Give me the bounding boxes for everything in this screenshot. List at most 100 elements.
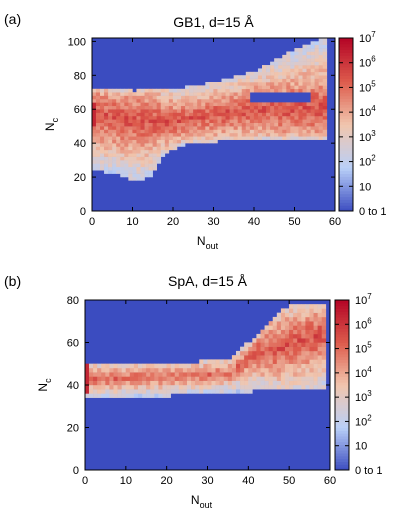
heatmap-cell	[249, 88, 255, 93]
heatmap-cell	[245, 136, 251, 140]
heatmap-cell	[181, 122, 186, 127]
heatmap-cell	[88, 376, 94, 381]
heatmap-cell	[186, 367, 192, 373]
heatmap-cell	[215, 389, 220, 394]
heatmap-cell	[233, 119, 238, 124]
heatmap-cell	[203, 380, 208, 386]
heatmap-cell	[140, 119, 145, 124]
heatmap-cell	[88, 363, 94, 369]
heatmap-cell	[91, 109, 97, 113]
colorbar-tick-base: 10	[359, 58, 371, 70]
heatmap-cell	[100, 119, 105, 124]
heatmap-cell	[197, 126, 202, 130]
heatmap-cell	[140, 163, 145, 168]
heatmap-cell	[297, 333, 302, 339]
heatmap-cell	[185, 105, 190, 110]
heatmap-cell	[294, 105, 299, 110]
heatmap-cell	[97, 389, 102, 394]
heatmap-cell	[249, 81, 255, 86]
heatmap-cell	[101, 380, 106, 386]
heatmap-cell	[104, 146, 109, 151]
heatmap-cell	[305, 338, 310, 343]
heatmap-cell	[105, 363, 110, 369]
heatmap-cell	[91, 156, 97, 161]
colorbar-segment	[335, 421, 349, 426]
heatmap-cell	[276, 338, 282, 343]
heatmap-cell	[268, 376, 274, 381]
heatmap-cell	[121, 376, 127, 381]
heatmap-cell	[100, 143, 105, 147]
heatmap-cell	[221, 119, 226, 124]
heatmap-cell	[266, 75, 271, 79]
heatmap-cell	[241, 88, 247, 93]
heatmap-cell	[318, 44, 324, 49]
heatmap-cell	[237, 92, 243, 96]
heatmap-cell	[189, 136, 194, 140]
heatmap-cell	[245, 122, 251, 127]
heatmap-cell	[95, 149, 101, 154]
heatmap-cell	[231, 389, 237, 394]
heatmap-cell	[133, 393, 139, 398]
heatmap-cell	[93, 389, 98, 394]
heatmap-cell	[136, 143, 141, 147]
heatmap-cell	[211, 363, 216, 369]
heatmap-cell	[95, 119, 101, 124]
heatmap-cell	[152, 105, 157, 110]
heatmap-cell	[272, 342, 278, 347]
heatmap-cell	[240, 384, 245, 390]
heatmap-cell	[321, 367, 327, 373]
heatmap-cell	[116, 88, 121, 93]
heatmap-cell	[301, 329, 306, 335]
heatmap-cell	[293, 321, 298, 326]
heatmap-cell	[227, 363, 233, 369]
heatmap-cell	[128, 88, 133, 93]
heatmap-cell	[286, 51, 291, 56]
heatmap-cell	[136, 139, 141, 144]
heatmap-cell	[201, 126, 206, 130]
heatmap-cell	[116, 166, 121, 171]
heatmap-cell	[201, 95, 206, 100]
colorbar-tick-exp: 6	[367, 316, 372, 325]
heatmap-cell	[264, 372, 269, 377]
heatmap-cell	[310, 54, 315, 59]
heatmap-cell	[199, 380, 204, 386]
heatmap-cell	[282, 71, 287, 76]
heatmap-cell	[278, 58, 283, 62]
heatmap-cell	[305, 308, 310, 313]
heatmap-cell	[298, 75, 303, 79]
heatmap-cell	[270, 68, 275, 73]
heatmap-cell	[256, 363, 261, 369]
heatmap-cell	[195, 367, 200, 373]
heatmap-cell	[268, 333, 274, 339]
colorbar-tick-label: 103	[359, 129, 376, 144]
heatmap-cell	[201, 88, 206, 93]
heatmap-cell	[168, 129, 174, 134]
colorbar-segment	[335, 441, 349, 445]
heatmap-cell	[104, 129, 109, 134]
heatmap-cell	[160, 95, 166, 100]
y-tick-label: 0	[73, 465, 79, 477]
heatmap-cell	[293, 372, 298, 377]
heatmap-cell	[197, 122, 202, 127]
heatmap-cell	[302, 61, 307, 66]
heatmap-cell	[84, 389, 90, 394]
x-tick-label: 60	[324, 475, 336, 487]
heatmap-cell	[168, 88, 174, 93]
heatmap-cell	[211, 367, 216, 373]
colorbar-segment	[339, 133, 353, 137]
heatmap-cell	[282, 78, 287, 83]
heatmap-cell	[152, 132, 157, 137]
heatmap-cell	[209, 115, 214, 120]
heatmap-cell	[290, 71, 295, 76]
heatmap-cell	[314, 105, 319, 110]
heatmap-cell	[170, 376, 176, 381]
heatmap-cell	[213, 136, 218, 140]
heatmap-cell	[137, 389, 143, 394]
heatmap-cell	[84, 380, 90, 386]
heatmap-cell	[310, 71, 315, 76]
heatmap-cell	[219, 372, 225, 377]
heatmap-cell	[294, 122, 299, 127]
heatmap-cell	[266, 109, 271, 113]
heatmap-cell	[249, 71, 255, 76]
heatmap-cell	[148, 139, 153, 144]
